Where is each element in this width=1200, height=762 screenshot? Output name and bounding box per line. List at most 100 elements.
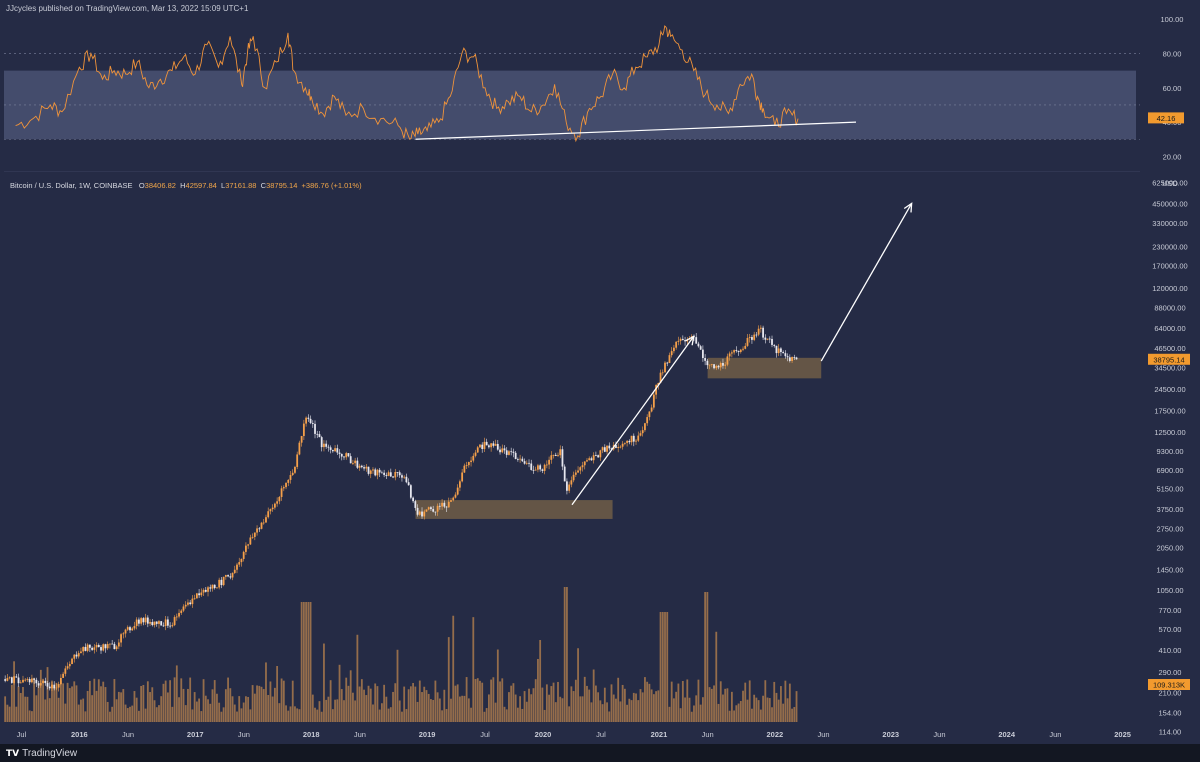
candle-body [483,441,486,450]
candle-body [211,584,214,589]
candle-body [673,347,675,352]
candle-body [499,449,501,453]
tradingview-logo[interactable]: TV TradingView [6,748,77,759]
candle-body [670,351,673,356]
volume-bar [258,685,261,722]
volume-bar [126,708,129,722]
candle-body [490,443,493,448]
candle-body [278,496,281,502]
volume-bar [91,695,93,722]
candle-body [111,643,114,645]
candle-body [577,470,579,473]
time-tick-label: 2025 [1114,730,1131,739]
candle-body [574,472,577,475]
candle-body [724,364,727,366]
candle-body [503,448,506,451]
volume-bar [516,707,519,722]
volume-bar [791,708,793,722]
volume-bar [641,692,644,722]
candle-body [519,458,522,460]
candle-body [392,476,394,478]
candle-body [316,433,319,435]
candle-body [548,459,550,465]
candle-body [367,466,370,474]
volume-bar [356,634,359,722]
volume-bar [202,679,205,722]
candle-body [68,664,71,667]
time-tick-label: Jul [17,730,27,739]
candle-body [242,551,245,559]
time-tick-label: Jun [1049,730,1061,739]
candle-body [122,633,125,635]
volume-bar [211,689,214,722]
volume-bar [298,709,301,722]
candle-body [4,679,7,681]
candle-body [780,348,782,353]
candle-body [202,589,205,593]
volume-bar [701,697,704,722]
volume-bar [465,677,468,722]
candle-body [231,572,234,578]
volume-bar [149,692,151,722]
volume-bar [133,691,136,722]
candle-body [13,676,15,683]
candle-body [336,448,339,453]
price-tick-label: 114.00 [1159,728,1181,737]
volume-bar [445,709,448,722]
candle-body [213,584,216,589]
volume-bar [557,681,559,722]
candle-body [675,341,678,348]
volume-bar [679,708,682,722]
candle-body [403,476,406,478]
volume-bar [496,649,499,722]
volume-bar [519,696,522,722]
candle-body [664,362,666,373]
volume-bar [238,696,241,722]
volume-bar [28,710,31,722]
candle-body [534,469,537,471]
volume-bar [216,693,218,722]
candle-body [318,434,321,438]
volume-bar [657,690,660,722]
candle-body [291,472,294,476]
volume-bar [668,706,671,722]
volume-bar [224,689,227,722]
legend-open: 38406.82 [144,181,176,190]
volume-bar [786,698,789,722]
volume-bar [158,705,160,722]
volume-bar [744,682,747,722]
candle-body [753,334,756,340]
candle-body [570,480,573,485]
candle-body [516,459,519,460]
candle-body [360,465,363,468]
candle-body [701,349,704,359]
volume-bar [162,683,165,722]
volume-bar [345,677,348,722]
volume-bar [661,612,664,722]
volume-bar [142,684,145,722]
candle-body [603,447,606,452]
candle-body [416,507,419,515]
volume-bar [704,592,707,722]
volume-bar [733,710,736,722]
volume-bar [717,703,720,722]
candle-body [552,454,555,456]
candle-body [510,451,513,453]
candle-body [434,511,437,513]
volume-bar [566,587,568,722]
candle-body [287,479,290,483]
candle-body [659,372,662,383]
candle-body [102,644,105,651]
candle-body [280,488,283,497]
candle-body [247,544,250,546]
candle-body [302,423,305,437]
volume-bar [10,684,13,722]
volume-bar [432,699,435,722]
volume-bar [579,696,582,722]
volume-bar [492,677,495,722]
volume-bar [131,705,134,722]
candle-body [273,503,276,508]
candle-body [447,501,450,508]
tradingview-brand: TradingView [22,748,78,759]
volume-bar [461,695,464,722]
